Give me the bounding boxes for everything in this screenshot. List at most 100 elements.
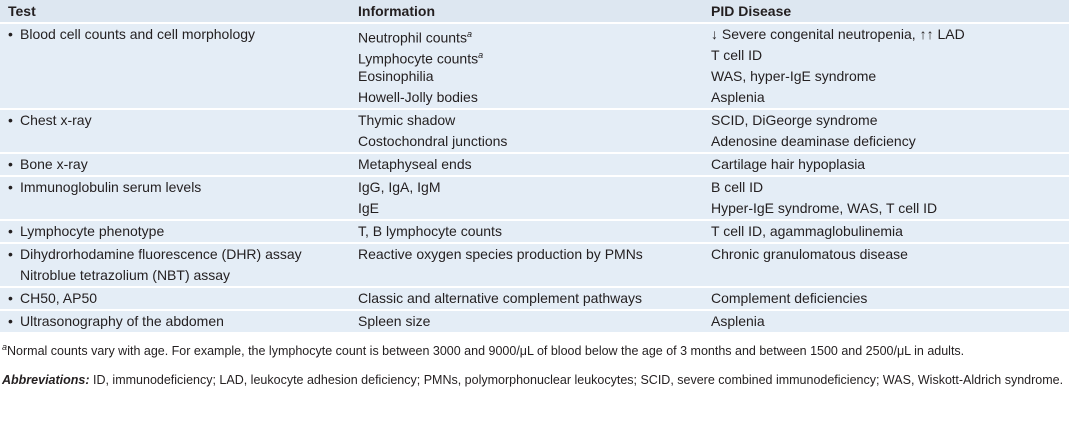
disease-cell-text: B cell ID — [711, 179, 764, 195]
information-cell-text: Costochondral junctions — [358, 133, 508, 149]
header-pid-disease: PID Disease — [703, 0, 1069, 24]
header-information: Information — [350, 0, 703, 24]
disease-cell-text: T cell ID — [711, 47, 763, 63]
disease-cell: T cell ID, agammaglobulinemia — [703, 220, 1069, 243]
test-cell-line: • Blood cell counts and cell morphology — [8, 24, 342, 45]
disease-cell-line: Asplenia — [711, 311, 1061, 332]
disease-cell-line: Cartilage hair hypoplasia — [711, 154, 1061, 175]
test-cell-text: Dihydrorhodamine fluorescence (DHR) assa… — [20, 246, 302, 262]
disease-cell-line: ↓ Severe congenital neutropenia, ↑↑ LAD — [711, 24, 1061, 45]
information-cell-text: T, B lymphocyte counts — [358, 223, 502, 239]
disease-cell-line: Asplenia — [711, 87, 1061, 108]
information-cell-line: Eosinophilia — [358, 66, 695, 87]
abbreviations-text: ID, immunodeficiency; LAD, leukocyte adh… — [89, 373, 1064, 388]
test-cell: • Immunoglobulin serum levels — [0, 176, 350, 220]
bullet: • — [8, 179, 13, 195]
test-cell: • Blood cell counts and cell morphology — [0, 23, 350, 109]
disease-cell-line: Complement deficiencies — [711, 288, 1061, 309]
information-cell-text: Thymic shadow — [358, 112, 456, 128]
disease-cell: Complement deficiencies — [703, 287, 1069, 310]
information-cell: Neutrophil countsa Lymphocyte countsa Eosi… — [350, 23, 703, 109]
test-cell: • Lymphocyte phenotype — [0, 220, 350, 243]
test-cell-line: Nitroblue tetrazolium (NBT) assay — [8, 265, 342, 286]
test-cell: • Dihydrorhodamine fluorescence (DHR) ass… — [0, 243, 350, 287]
table-row: • Dihydrorhodamine fluorescence (DHR) ass… — [0, 243, 1069, 287]
footnote-ref: a — [478, 50, 484, 60]
information-cell-line: Reactive oxygen species production by PM… — [358, 244, 695, 265]
disease-cell: SCID, DiGeorge syndrome Adenosine deamina… — [703, 109, 1069, 153]
test-cell-line: • Lymphocyte phenotype — [8, 221, 342, 242]
disease-cell-text: Asplenia — [711, 313, 765, 329]
disease-cell-text: Hyper-IgE syndrome, WAS, T cell ID — [711, 200, 938, 216]
disease-cell-text: Complement deficiencies — [711, 290, 868, 306]
information-cell-line: Thymic shadow — [358, 110, 695, 131]
bullet: • — [8, 112, 13, 128]
information-cell-text: Howell-Jolly bodies — [358, 89, 478, 105]
disease-cell-text: WAS, hyper-IgE syndrome — [711, 68, 877, 84]
disease-cell-text: Cartilage hair hypoplasia — [711, 156, 866, 172]
information-cell-text: Spleen size — [358, 313, 431, 329]
information-cell-text: IgG, IgA, IgM — [358, 179, 441, 195]
information-cell: T, B lymphocyte counts — [350, 220, 703, 243]
test-cell-line: • Chest x-ray — [8, 110, 342, 131]
test-cell-text: Bone x-ray — [20, 156, 88, 172]
abbreviations: Abbreviations: ID, immunodeficiency; LAD… — [0, 372, 1069, 388]
information-cell-line: Metaphyseal ends — [358, 154, 695, 175]
table-row: • Immunoglobulin serum levels IgG, IgA, Ig… — [0, 176, 1069, 220]
bullet: • — [8, 246, 13, 262]
test-cell-text: Ultrasonography of the abdomen — [20, 313, 224, 329]
information-cell-line: T, B lymphocyte counts — [358, 221, 695, 242]
disease-cell-text: Asplenia — [711, 89, 765, 105]
test-cell-line: • Dihydrorhodamine fluorescence (DHR) ass… — [8, 244, 342, 265]
information-cell: Reactive oxygen species production by PM… — [350, 243, 703, 287]
disease-cell-line: SCID, DiGeorge syndrome — [711, 110, 1061, 131]
information-cell: Metaphyseal ends — [350, 153, 703, 176]
footnote-marker: a — [2, 342, 8, 352]
information-cell-line: Lymphocyte countsa — [358, 45, 695, 67]
information-cell-text: IgE — [358, 200, 380, 216]
disease-cell-line: WAS, hyper-IgE syndrome — [711, 66, 1061, 87]
disease-cell-line: T cell ID, agammaglobulinemia — [711, 221, 1061, 242]
information-cell-line: Howell-Jolly bodies — [358, 87, 695, 108]
disease-cell-text: T cell ID, agammaglobulinemia — [711, 223, 903, 239]
disease-cell-line: T cell ID — [711, 45, 1061, 66]
test-cell-line: • Bone x-ray — [8, 154, 342, 175]
footnote: aNormal counts vary with age. For exampl… — [0, 342, 1069, 358]
pid-tests-table: Test Information PID Disease • Blood cell… — [0, 0, 1069, 332]
footnote-ref: a — [466, 29, 472, 39]
bullet: • — [8, 223, 13, 239]
table-row: • Chest x-ray Thymic shadow Costochondral j… — [0, 109, 1069, 153]
information-cell: Spleen size — [350, 310, 703, 332]
disease-cell-text: SCID, DiGeorge syndrome — [711, 112, 878, 128]
table-row: • CH50, AP50 Classic and alternative compl… — [0, 287, 1069, 310]
test-cell-text: Chest x-ray — [20, 112, 92, 128]
disease-cell-line: Chronic granulomatous disease — [711, 244, 1061, 265]
disease-cell: Chronic granulomatous disease — [703, 243, 1069, 287]
bullet: • — [8, 156, 13, 172]
header-test: Test — [0, 0, 350, 24]
test-cell-text: Lymphocyte phenotype — [20, 223, 165, 239]
information-cell: Thymic shadow Costochondral junctions — [350, 109, 703, 153]
disease-cell-text: Adenosine deaminase deficiency — [711, 133, 916, 149]
disease-cell: B cell ID Hyper-IgE syndrome, WAS, T cell… — [703, 176, 1069, 220]
table-row: • Blood cell counts and cell morphology Ne… — [0, 23, 1069, 109]
test-cell-line: • Immunoglobulin serum levels — [8, 177, 342, 198]
test-cell-text: Immunoglobulin serum levels — [20, 179, 202, 195]
test-cell-line: • Ultrasonography of the abdomen — [8, 311, 342, 332]
information-cell-line: Neutrophil countsa — [358, 24, 695, 46]
information-cell-text: Classic and alternative complement pathw… — [358, 290, 643, 306]
test-cell-line: • CH50, AP50 — [8, 288, 342, 309]
bullet: • — [8, 290, 13, 306]
abbreviations-label: Abbreviations: — [2, 373, 90, 388]
test-cell-text: Blood cell counts and cell morphology — [20, 26, 256, 42]
information-cell-line: Spleen size — [358, 311, 695, 332]
information-cell-line: Classic and alternative complement pathw… — [358, 288, 695, 309]
information-cell-text: Eosinophilia — [358, 68, 434, 84]
table-header: Test Information PID Disease — [0, 0, 1069, 24]
information-cell-text: Lymphocyte counts — [358, 50, 479, 67]
test-cell: • Ultrasonography of the abdomen — [0, 310, 350, 332]
disease-cell: ↓ Severe congenital neutropenia, ↑↑ LAD T… — [703, 23, 1069, 109]
information-cell: Classic and alternative complement pathw… — [350, 287, 703, 310]
test-cell-text: Nitroblue tetrazolium (NBT) assay — [20, 267, 231, 283]
information-cell: IgG, IgA, IgM IgE — [350, 176, 703, 220]
